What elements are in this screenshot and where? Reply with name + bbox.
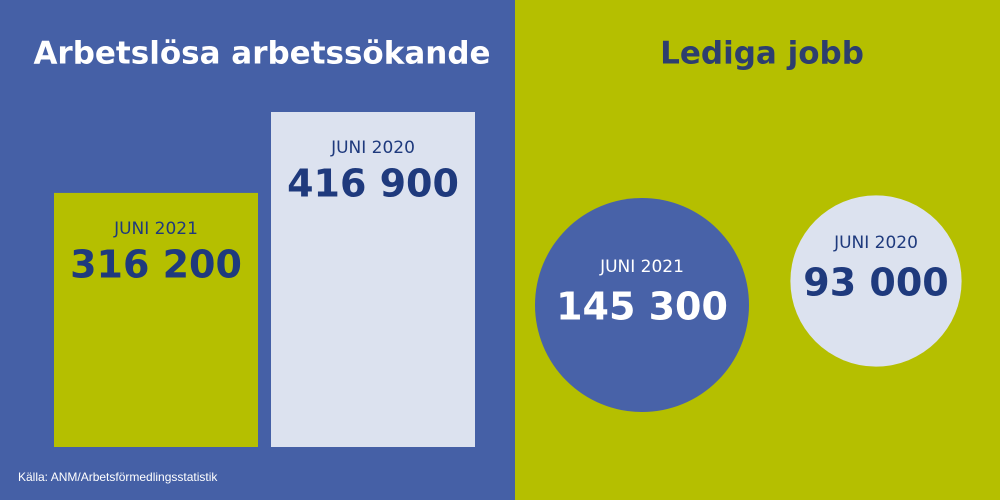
bar-label: JUNI 2021 — [113, 219, 198, 239]
bar — [271, 112, 475, 447]
value-label: 416 900 — [287, 162, 459, 206]
source: Källa: ANM/Arbetsförmedlingsstatistik — [18, 470, 218, 484]
value-label: 316 200 — [70, 242, 242, 286]
bar-label: JUNI 2020 — [330, 138, 415, 158]
chart-title: Lediga jobb — [660, 36, 864, 72]
bubble — [790, 195, 962, 367]
chart-title: Arbetslösa arbetssökande — [33, 36, 490, 72]
bubble — [535, 198, 749, 412]
bubble-label: JUNI 2021 — [599, 257, 684, 277]
value-label: 93 000 — [803, 261, 948, 305]
value-label: 145 300 — [556, 285, 728, 329]
bubble-label: JUNI 2020 — [833, 233, 918, 253]
bar — [54, 192, 258, 447]
